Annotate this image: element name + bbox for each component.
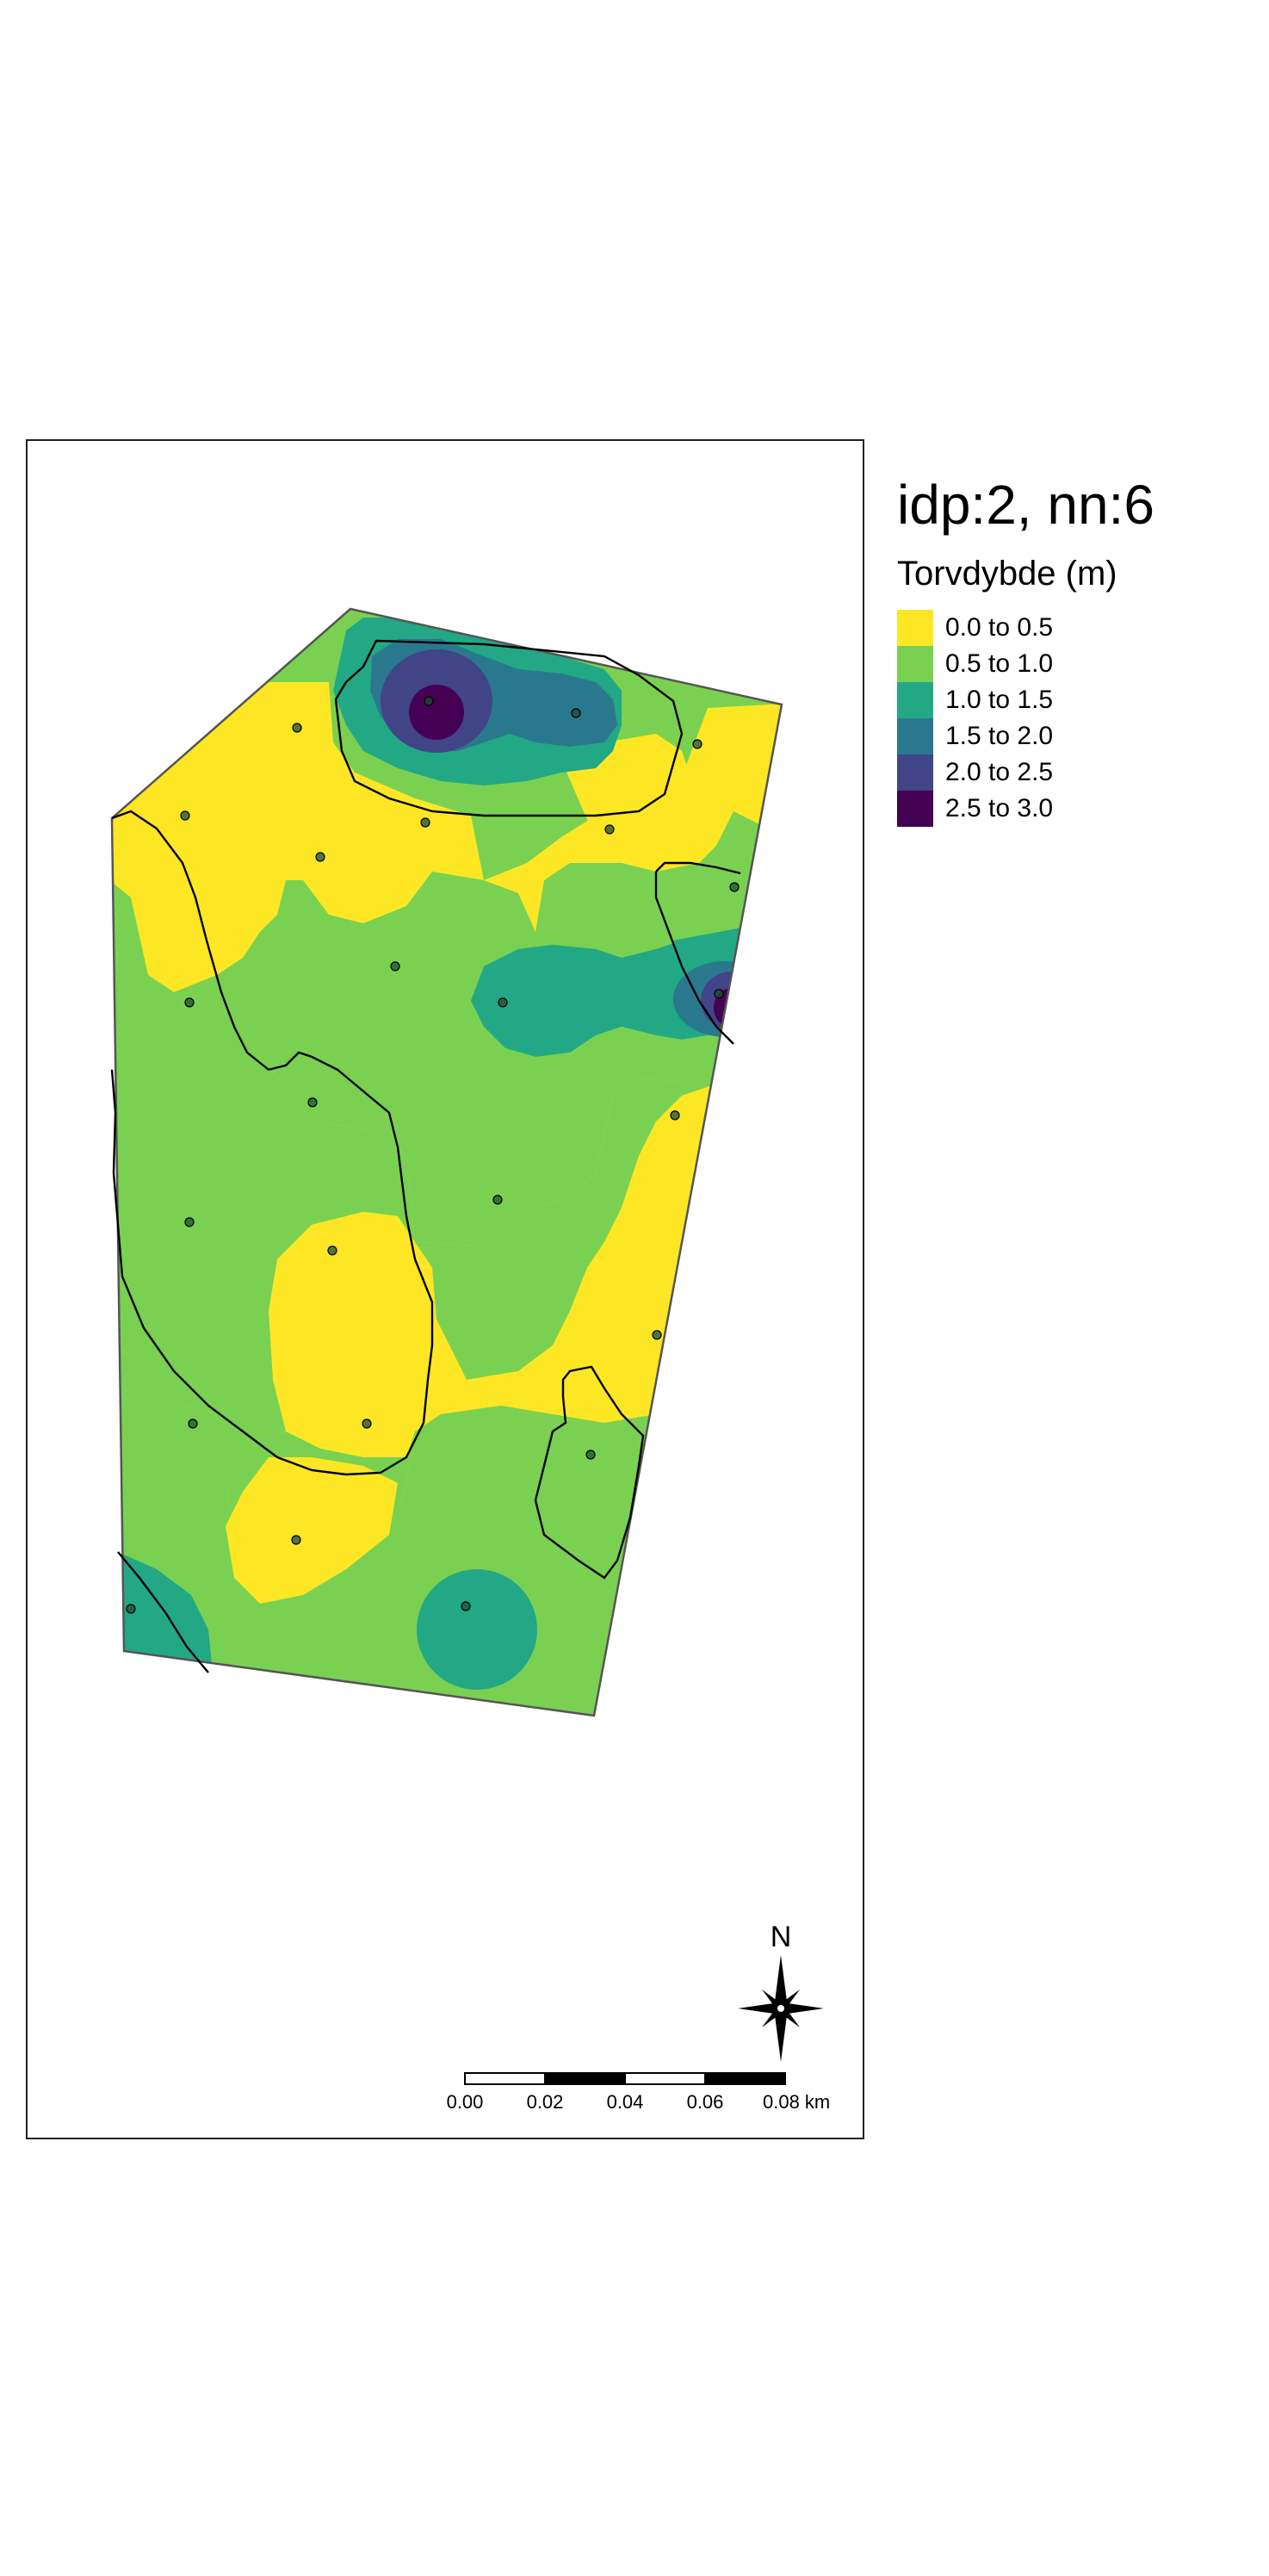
sample-point (714, 989, 724, 999)
sample-point (188, 1418, 198, 1429)
sample-point (315, 852, 325, 862)
map-title: idp:2, nn:6 (897, 474, 1154, 536)
legend-title: Torvdybde (m) (897, 555, 1117, 593)
sample-points (126, 696, 740, 1614)
legend-item: 1.0 to 1.5 (897, 682, 1259, 718)
scale-tick-label: 0.00 (447, 2091, 484, 2113)
legend-swatch (897, 610, 933, 646)
legend-label: 1.0 to 1.5 (945, 686, 1054, 714)
sample-point (184, 997, 195, 1008)
legend-swatch (897, 646, 933, 682)
legend-swatch (897, 682, 933, 718)
scale-tick-label: 0.02 (527, 2091, 564, 2113)
legend-label: 2.5 to 3.0 (945, 794, 1054, 822)
sample-point (126, 1604, 136, 1614)
legend-item: 2.5 to 3.0 (897, 791, 1259, 827)
sample-point (424, 696, 434, 706)
legend-items: 0.0 to 0.5 0.5 to 1.0 1.0 to 1.5 1.5 to … (897, 610, 1259, 827)
legend: idp:2, nn:6 Torvdybde (m) 0.0 to 0.5 0.5… (897, 472, 1259, 827)
scale-segment-2 (544, 2072, 626, 2085)
sample-point (498, 997, 508, 1008)
scale-bar: 0.00 0.02 0.04 0.06 0.08 km (447, 2072, 830, 2113)
legend-item: 2.0 to 2.5 (897, 754, 1259, 791)
boundary-southwest (117, 1551, 209, 1673)
sample-point (420, 817, 430, 828)
scale-tick-label: 0.04 (607, 2091, 644, 2113)
depth-surface (112, 609, 782, 1716)
sample-point (729, 882, 740, 892)
legend-swatch (897, 754, 933, 791)
sample-point (390, 961, 400, 971)
sample-point (180, 810, 190, 821)
scale-tick-label: 0.08 km (763, 2091, 830, 2113)
sample-point (307, 1097, 318, 1108)
sample-point (571, 708, 581, 718)
scale-segment-4 (704, 2072, 786, 2085)
interpolation-map: N 0.00 0.02 0.04 0.06 (110, 607, 830, 2113)
north-arrow-label: N (771, 1921, 792, 1953)
boundary-west-upper (110, 810, 434, 1476)
sample-point (327, 1245, 337, 1256)
depth-band-0-0.5-patches (226, 734, 742, 1604)
boundary-north (334, 639, 684, 817)
boundary-east-top (655, 861, 741, 875)
legend-label: 0.0 to 0.5 (945, 613, 1054, 642)
legend-swatch (897, 791, 933, 827)
sample-point (461, 1601, 471, 1611)
study-area-outline (110, 607, 783, 1717)
boundary-east-upper (654, 872, 734, 1045)
sample-point (292, 723, 302, 733)
sample-point (604, 824, 615, 835)
legend-label: 2.0 to 2.5 (945, 758, 1054, 786)
sample-point (492, 1195, 503, 1205)
legend-item: 0.0 to 0.5 (897, 610, 1259, 646)
scale-tick-label: 0.06 (687, 2091, 724, 2113)
legend-swatch (897, 718, 933, 754)
sample-point (585, 1449, 596, 1460)
sample-point (670, 1110, 680, 1120)
scale-segment-1 (464, 2072, 546, 2085)
sample-point (184, 1217, 195, 1227)
peat-boundaries (110, 639, 741, 1673)
scale-segment-3 (624, 2072, 706, 2085)
legend-item: 1.5 to 2.0 (897, 718, 1259, 754)
map-frame: N 0.00 0.02 0.04 0.06 (26, 439, 864, 2139)
legend-label: 1.5 to 2.0 (945, 722, 1054, 750)
sample-point (362, 1418, 372, 1429)
sample-point (692, 739, 703, 749)
sample-point (652, 1330, 662, 1340)
north-arrow: N (738, 1921, 824, 2062)
boundary-east-lower (534, 1365, 645, 1580)
legend-item: 0.5 to 1.0 (897, 646, 1259, 682)
sample-point (291, 1535, 301, 1545)
legend-label: 0.5 to 1.0 (945, 649, 1054, 678)
